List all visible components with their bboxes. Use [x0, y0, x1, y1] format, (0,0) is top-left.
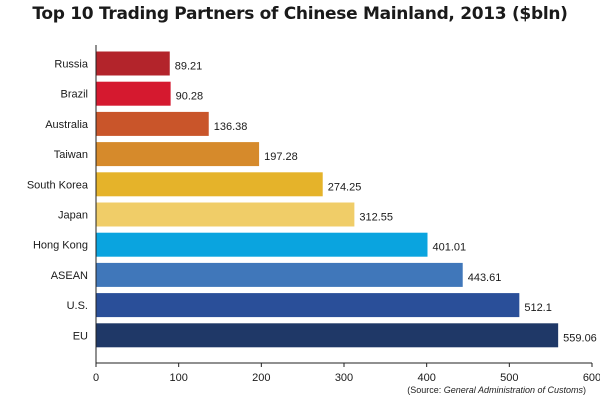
bar-japan — [96, 202, 355, 227]
category-label-asean: ASEAN — [51, 270, 88, 282]
x-tick-label-400: 400 — [417, 372, 435, 384]
bar-south-korea — [96, 172, 323, 197]
bar-u-s — [96, 293, 520, 318]
value-label-eu: 559.06 — [563, 332, 597, 344]
value-label-south-korea: 274.25 — [328, 181, 362, 193]
x-tick-label-300: 300 — [335, 372, 353, 384]
bar-brazil — [96, 81, 171, 106]
category-label-u-s: U.S. — [67, 300, 88, 312]
value-label-australia: 136.38 — [214, 121, 248, 133]
bar-hong-kong — [96, 232, 428, 257]
source-prefix: (Source: — [407, 385, 444, 395]
x-tick-label-100: 100 — [169, 372, 187, 384]
bar-eu — [96, 323, 559, 348]
bar-australia — [96, 111, 209, 136]
bars-layer — [96, 51, 559, 348]
bar-taiwan — [96, 142, 260, 167]
value-label-brazil: 90.28 — [176, 91, 204, 103]
x-axis: 0 100 200 300 400 500 600 — [93, 45, 600, 384]
bar-russia — [96, 51, 170, 76]
category-label-taiwan: Taiwan — [54, 149, 88, 161]
category-label-russia: Russia — [54, 59, 89, 71]
value-label-russia: 89.21 — [175, 61, 203, 73]
category-label-hong-kong: Hong Kong — [33, 240, 88, 252]
x-tick-label-600: 600 — [583, 372, 600, 384]
category-label-japan: Japan — [58, 210, 88, 222]
value-label-taiwan: 197.28 — [264, 151, 298, 163]
x-tick-label-0: 0 — [93, 372, 99, 384]
value-label-asean: 443.61 — [468, 272, 502, 284]
value-label-japan: 312.55 — [359, 212, 393, 224]
x-tick-label-500: 500 — [500, 372, 518, 384]
category-label-australia: Australia — [45, 119, 89, 131]
source-suffix: ) — [583, 385, 586, 395]
category-label-eu: EU — [73, 330, 88, 342]
chart-title: Top 10 Trading Partners of Chinese Mainl… — [32, 4, 568, 24]
source-note: (Source: General Administration of Custo… — [407, 385, 586, 395]
x-tick-label-200: 200 — [252, 372, 270, 384]
value-label-u-s: 512.1 — [524, 302, 552, 314]
bar-asean — [96, 262, 463, 287]
category-label-brazil: Brazil — [60, 89, 88, 101]
value-label-hong-kong: 401.01 — [433, 242, 467, 254]
labels-layer: Russia 89.21 Brazil 90.28 Australia 136.38 Tai… — [27, 59, 597, 345]
category-label-south-korea: South Korea — [27, 179, 89, 191]
source-name: General Administration of Customs — [443, 385, 583, 395]
